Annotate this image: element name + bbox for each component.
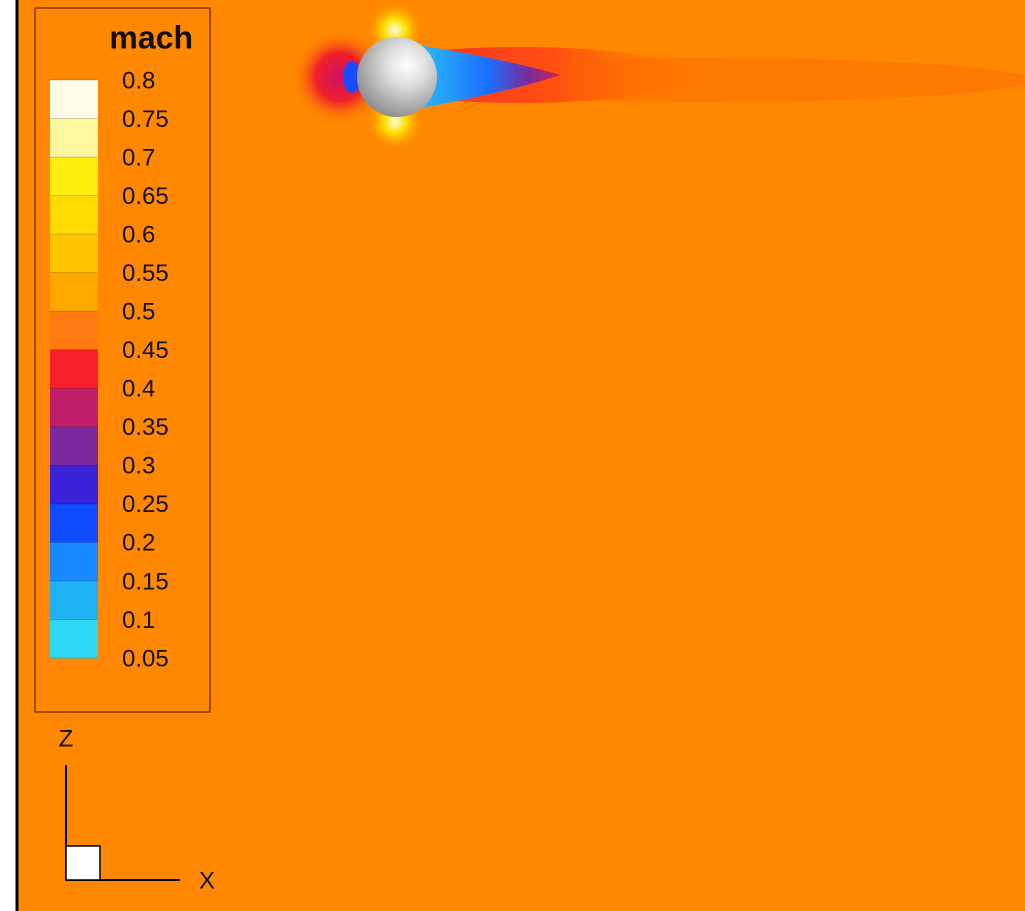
colorbar-band [50, 427, 98, 466]
colorbar-label: 0.3 [122, 453, 155, 480]
colorbar-band [50, 542, 98, 581]
colorbar-band [50, 504, 98, 543]
colorbar-label: 0.6 [122, 221, 155, 248]
visualization: mach 0.8 0.75 0.7 0.65 0.6 0.55 0.5 0.45 0.4 0.35… [0, 0, 1025, 911]
z-label: Z [59, 725, 74, 752]
colorbar-band [50, 119, 98, 158]
colorbar-band [50, 619, 98, 658]
colorbar-band [50, 196, 98, 235]
legend-title: mach [109, 19, 193, 55]
colorbar-label: 0.45 [122, 337, 169, 364]
colorbar-band [50, 465, 98, 504]
colorbar-band [50, 311, 98, 350]
axis-origin-box [66, 846, 100, 880]
colorbar-label: 0.05 [122, 645, 169, 672]
colorbar-label: 0.15 [122, 568, 169, 595]
colorbar-label: 0.7 [122, 144, 155, 171]
colorbar-label: 0.35 [122, 414, 169, 441]
margin [0, 0, 16, 911]
colorbar-label: 0.4 [122, 376, 155, 403]
colorbar-label: 0.5 [122, 299, 155, 326]
colorbar-label: 0.55 [122, 260, 169, 287]
colorbar-label: 0.8 [122, 67, 155, 94]
colorbar-label: 0.2 [122, 530, 155, 557]
colorbar-label: 0.65 [122, 183, 169, 210]
colorbar-band [50, 273, 98, 312]
colorbar-band [50, 350, 98, 389]
colorbar-label: 0.1 [122, 607, 155, 634]
colorbar-band [50, 581, 98, 620]
colorbar-band [50, 388, 98, 427]
colorbar-label: 0.25 [122, 491, 169, 518]
colorbar-band [50, 80, 98, 119]
colorbar-label: 0.75 [122, 106, 169, 133]
colorbar-band [50, 234, 98, 273]
x-label: X [199, 867, 215, 894]
sphere [357, 37, 437, 117]
colorbar-band [50, 157, 98, 196]
